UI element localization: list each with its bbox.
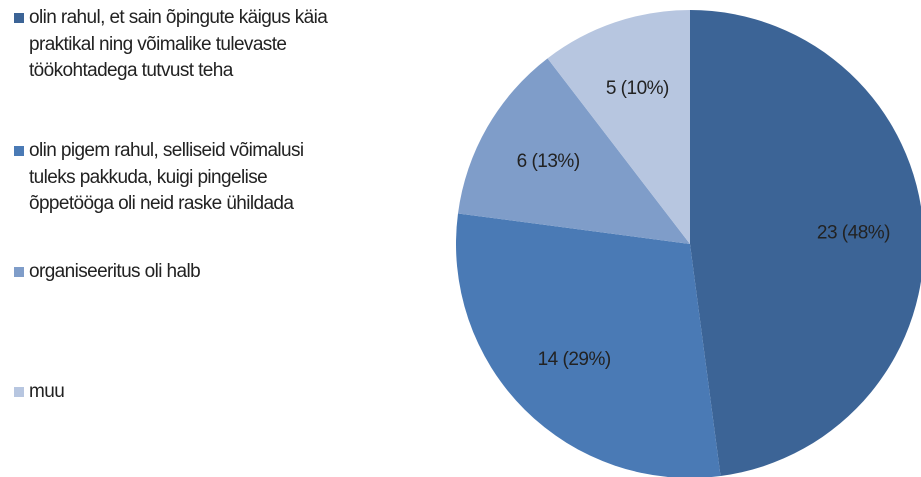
legend-item: olin rahul, et sain õpingute käigus käia…	[14, 5, 329, 85]
legend-item: organiseeritus oli halb	[14, 259, 329, 286]
pie-slice	[456, 213, 721, 477]
legend-swatch	[14, 387, 24, 397]
legend-text: olin rahul, et sain õpingute käigus käia…	[29, 7, 328, 81]
legend-text: muu	[29, 381, 65, 402]
data-label: 5 (10%)	[606, 78, 669, 99]
legend-swatch	[14, 267, 24, 277]
legend-text: olin pigem rahul, selliseid võimalusi tu…	[29, 140, 304, 214]
data-label: 6 (13%)	[517, 151, 580, 172]
legend: olin rahul, et sain õpingute käigus käia…	[0, 0, 330, 477]
pie-slice	[547, 10, 690, 244]
data-label: 23 (48%)	[817, 222, 890, 243]
legend-item: olin pigem rahul, selliseid võimalusi tu…	[14, 138, 329, 218]
legend-text: organiseeritus oli halb	[29, 261, 201, 282]
legend-swatch	[14, 13, 24, 23]
data-label: 14 (29%)	[538, 349, 611, 370]
legend-swatch	[14, 146, 24, 156]
legend-item: muu	[14, 379, 329, 406]
pie-slice	[458, 58, 690, 245]
pie-slice	[690, 10, 921, 476]
